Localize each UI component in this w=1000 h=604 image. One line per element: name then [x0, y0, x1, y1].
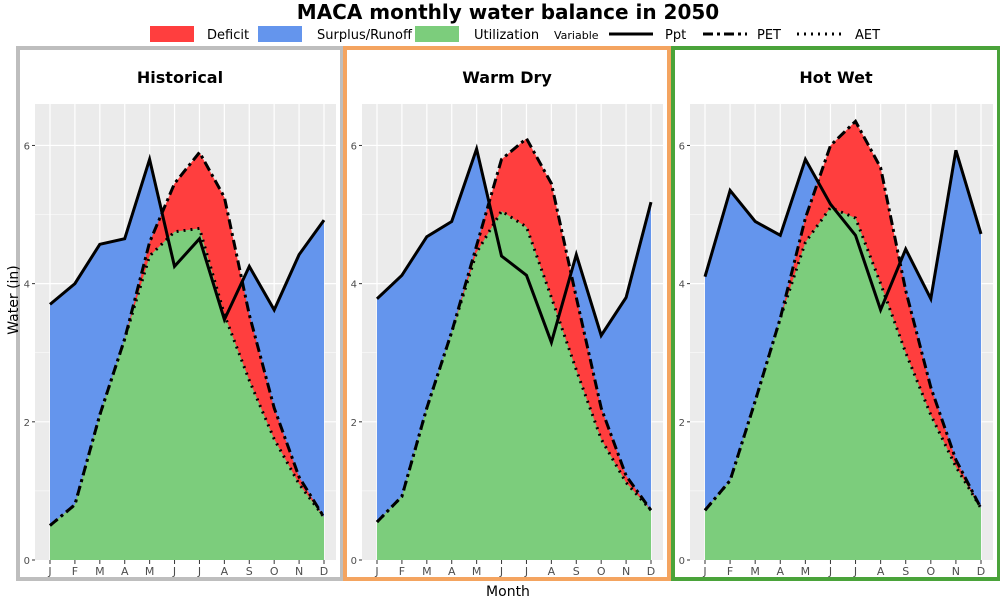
y-tick-label: 2	[24, 418, 30, 429]
x-tick-label: M	[472, 565, 482, 578]
x-tick-label: J	[47, 565, 51, 578]
y-tick-label: 6	[679, 141, 685, 152]
utilization-area	[705, 207, 981, 560]
panel-title: Warm Dry	[462, 68, 552, 87]
x-tick-label: F	[72, 565, 78, 578]
x-tick-label: F	[399, 565, 405, 578]
x-tick-label: S	[246, 565, 253, 578]
x-axis-label: Month	[486, 584, 530, 600]
chart-title: MACA monthly water balance in 2050	[297, 0, 719, 24]
panels: Historical 0 2 4 6 J F M A M J J A S O N D Warm Dry 0 2 4 6 J F…	[16, 46, 1000, 581]
pet-line	[703, 118, 983, 512]
panel-title: Historical	[137, 68, 223, 87]
x-tick-label: O	[597, 565, 606, 578]
y-tick-label: 0	[679, 556, 685, 567]
x-tick-label: J	[197, 565, 201, 578]
y-axis-label: Water (in)	[6, 265, 22, 335]
x-tick-label: D	[977, 565, 985, 578]
x-tick-label: J	[172, 565, 176, 578]
x-tick-label: A	[777, 565, 785, 578]
x-tick-label: O	[270, 565, 279, 578]
legend-title-variable: Variable	[554, 29, 599, 42]
panel-warm-dry: Warm Dry 0 2 4 6 J F M A M J J A S O N D	[343, 46, 671, 581]
x-tick-label: S	[902, 565, 909, 578]
legend-swatch-surplus	[258, 26, 302, 42]
y-tick-label: 4	[679, 280, 685, 291]
y-tick-label: 0	[24, 556, 30, 567]
x-tick-label: J	[828, 565, 832, 578]
utilization-area	[50, 228, 324, 560]
panel-historical: Historical 0 2 4 6 J F M A M J J A S O N D	[16, 46, 344, 581]
x-tick-label: J	[374, 565, 378, 578]
y-tick-label: 4	[351, 280, 357, 291]
y-tick-label: 6	[351, 141, 357, 152]
y-tick-label: 6	[24, 141, 30, 152]
x-tick-label: M	[95, 565, 105, 578]
x-tick-label: N	[952, 565, 960, 578]
utilization-area	[377, 211, 651, 560]
x-tick-label: J	[702, 565, 706, 578]
x-tick-label: M	[422, 565, 432, 578]
legend-label-utilization: Utilization	[474, 28, 539, 43]
legend-label-pet: PET	[757, 28, 781, 43]
legend-swatch-deficit	[150, 26, 194, 42]
ppt-line	[703, 149, 983, 315]
x-tick-label: M	[145, 565, 155, 578]
panel-title: Hot Wet	[799, 68, 873, 87]
x-tick-label: A	[548, 565, 556, 578]
x-tick-label: N	[295, 565, 303, 578]
legend-label-ppt: Ppt	[665, 28, 686, 43]
x-tick-label: N	[622, 565, 630, 578]
x-tick-label: J	[853, 565, 857, 578]
x-tick-label: F	[727, 565, 733, 578]
panel-hot-wet: Hot Wet 0 2 4 6 J F M A M J J A S O N D	[671, 46, 1000, 581]
x-tick-label: D	[320, 565, 328, 578]
x-tick-label: A	[448, 565, 456, 578]
ppt-line	[49, 153, 326, 324]
x-tick-label: M	[750, 565, 760, 578]
x-tick-label: M	[801, 565, 811, 578]
x-tick-label: D	[647, 565, 655, 578]
y-tick-label: 2	[679, 418, 685, 429]
pet-line	[375, 136, 653, 524]
legend-swatch-utilization	[415, 26, 459, 42]
legend-label-aet: AET	[855, 28, 880, 43]
ppt-line	[375, 143, 653, 348]
y-tick-label: 4	[24, 280, 30, 291]
x-tick-label: J	[499, 565, 503, 578]
legend: Deficit Surplus/Runoff Utilization Variable…	[150, 26, 880, 43]
x-tick-label: O	[926, 565, 935, 578]
legend-label-surplus: Surplus/Runoff	[317, 28, 413, 43]
x-tick-label: A	[121, 565, 129, 578]
legend-label-deficit: Deficit	[207, 28, 249, 43]
pet-line	[49, 149, 326, 527]
x-tick-label: J	[524, 565, 528, 578]
y-tick-label: 2	[351, 418, 357, 429]
x-tick-label: A	[877, 565, 885, 578]
x-tick-label: S	[573, 565, 580, 578]
x-tick-label: A	[221, 565, 229, 578]
y-tick-label: 0	[351, 556, 357, 567]
